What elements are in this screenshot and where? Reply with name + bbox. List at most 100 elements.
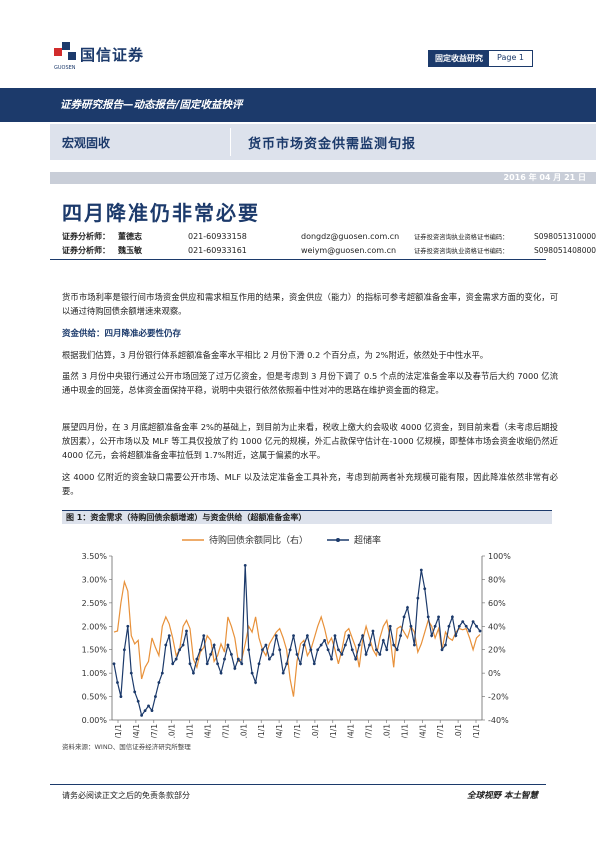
excess-reserve-point: [461, 620, 465, 623]
analyst-phone: 021-60933158: [188, 232, 247, 241]
logo-subtext: GUOSEN: [54, 65, 76, 71]
x-tick-label: 2016/1/1: [472, 724, 481, 738]
excess-reserve-point: [309, 648, 313, 652]
excess-reserve-point: [278, 648, 282, 652]
excess-reserve-point: [381, 638, 385, 642]
excess-reserve-point: [433, 624, 437, 628]
y-left-tick-label: 0.50%: [82, 693, 108, 702]
x-tick-label: 2011/7/1: [150, 724, 159, 738]
excess-reserve-point: [243, 563, 247, 567]
chart-legend: 待购回债余额同比（右） 超储率: [182, 534, 381, 546]
excess-reserve-point: [364, 653, 368, 656]
excess-reserve-point: [116, 681, 119, 684]
excess-reserve-point: [350, 648, 354, 652]
excess-reserve-point: [437, 615, 440, 619]
x-tick-label: 2012/4/1: [204, 724, 213, 738]
excess-reserve-point: [247, 648, 251, 652]
x-tick-label: 2014/7/1: [365, 724, 374, 738]
excess-reserve-point: [440, 648, 444, 652]
excess-reserve-point: [385, 648, 389, 652]
excess-reserve-point: [126, 624, 130, 628]
report-date: 2016 年 04 月 21 日: [503, 173, 586, 182]
excess-reserve-point: [112, 662, 116, 666]
excess-reserve-point: [250, 671, 254, 675]
excess-reserve-point: [330, 657, 333, 661]
excess-reserve-point: [392, 643, 396, 647]
excess-reserve-point: [326, 648, 330, 652]
excess-reserve-point: [288, 648, 292, 652]
y-left-tick-label: 1.00%: [82, 669, 108, 678]
excess-reserve-point: [150, 709, 154, 713]
excess-reserve-point: [236, 657, 240, 661]
excess-reserve-point: [357, 643, 361, 647]
excess-reserve-point: [198, 648, 202, 652]
footer-slogan: 全球视野 本土智慧: [467, 791, 538, 801]
excess-reserve-point: [171, 662, 175, 666]
excess-reserve-point: [378, 653, 382, 656]
excess-reserve-point: [195, 657, 199, 661]
analyst-email[interactable]: dongdz@guosen.com.cn: [301, 232, 400, 241]
y-left-tick-label: 3.50%: [82, 552, 108, 561]
excess-reserve-point: [143, 709, 147, 713]
excess-reserve-point: [305, 634, 309, 638]
excess-reserve-point: [254, 681, 257, 684]
date-band: 2016 年 04 月 21 日: [50, 172, 596, 184]
excess-reserve-point: [154, 695, 157, 698]
excess-reserve-point: [267, 657, 271, 661]
analyst-cert-label: 证券投资咨询执业资格证书编码：: [414, 248, 509, 255]
repo-balance-series-line: [113, 579, 481, 697]
analyst-email[interactable]: weiym@guosen.com.cn: [301, 246, 397, 255]
excess-reserve-point: [281, 671, 285, 675]
excess-reserve-point: [178, 648, 182, 652]
excess-reserve-point: [444, 643, 447, 647]
x-tick-label: 2013/10/1: [311, 724, 320, 738]
x-tick-label: 2011/10/1: [168, 724, 177, 738]
analyst-cert-no: S0980513100001: [534, 232, 596, 241]
excess-reserve-point: [188, 662, 192, 666]
excess-reserve-point: [164, 643, 168, 647]
figure-source: 资料来源：WIND、国信证券经济研究所整理: [62, 743, 191, 751]
excess-reserve-point: [223, 657, 226, 661]
analyst-phone: 021-60933161: [188, 246, 247, 255]
excess-reserve-point: [475, 624, 478, 628]
analyst-name: 魏玉敏: [118, 246, 142, 255]
y-right-tick-label: 20%: [488, 646, 506, 655]
section-right: 货币市场资金供需监测旬报: [248, 137, 417, 152]
excess-reserve-point: [361, 634, 365, 638]
excess-reserve-point: [343, 643, 347, 647]
excess-reserve-point: [468, 629, 472, 633]
excess-reserve-point: [402, 615, 406, 619]
y-left-tick-label: 3.00%: [82, 575, 108, 584]
x-tick-label: 2012/1/1: [186, 724, 195, 738]
liquidity-chart: 待购回债余额同比（右） 超储率 0.00% 0.50% 1.00% 1.50% 2.00%…: [82, 534, 512, 738]
report-title: 四月降准仍非常必要: [62, 201, 260, 225]
excess-reserve-point: [302, 643, 306, 647]
paragraph-1: 根据我们估算，3 月份银行体系超额准备金率水平相比 2 月份下滑 0.2 个百分…: [62, 350, 489, 360]
excess-reserve-point: [430, 634, 434, 638]
x-tick-label: 2013/7/1: [293, 724, 302, 738]
excess-reserve-point: [167, 634, 171, 638]
excess-reserve-point: [478, 629, 482, 633]
excess-reserve-point: [388, 624, 392, 628]
excess-reserve-point: [181, 643, 185, 647]
excess-reserve-point: [447, 624, 451, 628]
excess-reserve-point: [340, 653, 344, 656]
paragraph-2: 虽然 3 月份中央银行通过公开市场回笼了过万亿资金，但是考虑到 3 月份下调了 …: [62, 371, 558, 395]
excess-reserve-point: [319, 643, 323, 647]
guosen-logo-icon: [54, 42, 76, 60]
y-left-tick-label: 2.50%: [82, 599, 108, 608]
analyst-name: 董德志: [118, 232, 142, 241]
excess-reserve-point: [136, 699, 140, 703]
excess-reserve-point: [140, 713, 144, 717]
excess-reserve-point: [371, 629, 375, 633]
excess-reserve-point: [395, 648, 399, 652]
excess-reserve-point: [119, 695, 123, 698]
y-left-tick-label: 0.00%: [82, 716, 108, 725]
y-right-tick-label: 40%: [488, 622, 506, 631]
excess-reserve-point: [312, 662, 316, 666]
y-right-tick-label: 60%: [488, 599, 506, 608]
report-type: 固定收益研究: [429, 51, 489, 66]
x-tick-label: 2011/4/1: [132, 724, 141, 738]
excess-reserve-point: [375, 648, 378, 652]
excess-reserve-point: [271, 653, 275, 656]
